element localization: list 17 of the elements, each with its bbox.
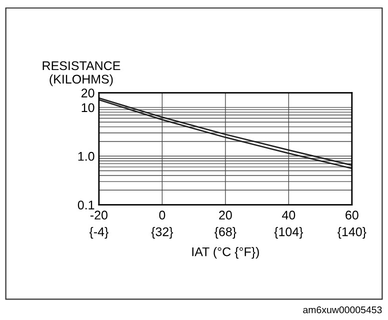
text: am6xuw00005453 (303, 306, 382, 314)
x2-tick-label: {-4} (89, 227, 108, 239)
x-tick-label: 20 (219, 210, 232, 220)
y-axis-title: RESISTANCE (KILOHMS) (42, 61, 120, 86)
x-tick-label: 0 (159, 210, 166, 220)
x2-tick-label: {104} (274, 227, 304, 239)
x-tick-label: -20 (90, 210, 108, 220)
x2-tick-label: {68} (214, 227, 236, 239)
y-tick-label: 20 (82, 88, 94, 98)
x-axis-title: IAT (°C {°F}) (192, 247, 259, 259)
x2-tick-label: {140} (338, 227, 366, 239)
y-tick-label: 10 (82, 103, 94, 112)
x2-tick-label: {32} (151, 227, 174, 239)
y-tick-label: 0.1 (78, 200, 94, 210)
x-tick-label: 40 (282, 210, 296, 220)
x-tick-label: 60 (346, 210, 358, 220)
y-tick-label: 1.0 (78, 152, 94, 161)
